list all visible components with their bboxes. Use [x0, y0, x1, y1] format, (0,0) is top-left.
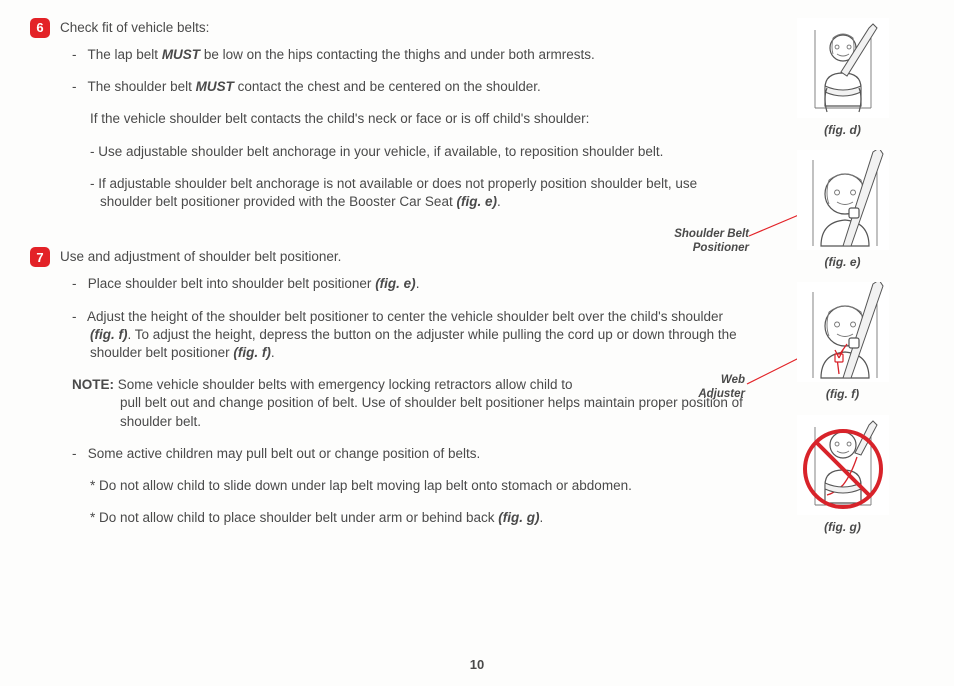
- bullet-sub: If the vehicle shoulder belt contacts th…: [90, 110, 747, 128]
- bullet: Adjust the height of the shoulder belt p…: [90, 308, 747, 363]
- note-block: NOTE: Some vehicle shoulder belts with e…: [72, 376, 747, 431]
- step-6-lead: Check fit of vehicle belts:: [60, 18, 209, 37]
- step-6-bullets: The lap belt MUST be low on the hips con…: [90, 46, 747, 211]
- page-number: 10: [0, 656, 954, 674]
- text-column: 6 Check fit of vehicle belts: The lap be…: [30, 18, 755, 547]
- figure-g-caption: (fig. g): [755, 519, 930, 535]
- figure-column: (fig. d) Shoulder BeltPositioner: [755, 18, 930, 547]
- figure-f: WebAdjuster (fig. f): [755, 282, 930, 402]
- shoulder-belt-positioner-label: Shoulder BeltPositioner: [659, 228, 749, 256]
- child-web-adjuster-icon: [797, 282, 889, 382]
- bullet: The lap belt MUST be low on the hips con…: [90, 46, 747, 64]
- bullet-sub: If adjustable shoulder belt anchorage is…: [90, 175, 747, 211]
- child-in-seat-icon: [797, 18, 889, 118]
- bullet-star: Do not allow child to place shoulder bel…: [90, 509, 747, 527]
- step-7-bullets-2: Some active children may pull belt out o…: [90, 445, 747, 528]
- bullet-sub: Use adjustable shoulder belt anchorage i…: [90, 143, 747, 161]
- step-6: 6 Check fit of vehicle belts:: [30, 18, 747, 38]
- figure-d-caption: (fig. d): [755, 122, 930, 138]
- step-badge-6: 6: [30, 18, 50, 38]
- prohibited-position-icon: [797, 415, 889, 515]
- step-7-lead: Use and adjustment of shoulder belt posi…: [60, 247, 341, 266]
- child-with-positioner-icon: [797, 150, 889, 250]
- figure-d: (fig. d): [755, 18, 930, 138]
- bullet: Some active children may pull belt out o…: [90, 445, 747, 463]
- step-badge-7: 7: [30, 247, 50, 267]
- bullet: Place shoulder belt into shoulder belt p…: [90, 275, 747, 293]
- figure-e-caption: (fig. e): [755, 254, 930, 270]
- bullet-star: Do not allow child to slide down under l…: [90, 477, 747, 495]
- web-adjuster-label: WebAdjuster: [685, 374, 745, 402]
- step-7: 7 Use and adjustment of shoulder belt po…: [30, 247, 747, 267]
- bullet: The shoulder belt MUST contact the chest…: [90, 78, 747, 96]
- figure-g: (fig. g): [755, 415, 930, 535]
- step-7-bullets: Place shoulder belt into shoulder belt p…: [90, 275, 747, 362]
- figure-e: Shoulder BeltPositioner (fig. e): [755, 150, 930, 270]
